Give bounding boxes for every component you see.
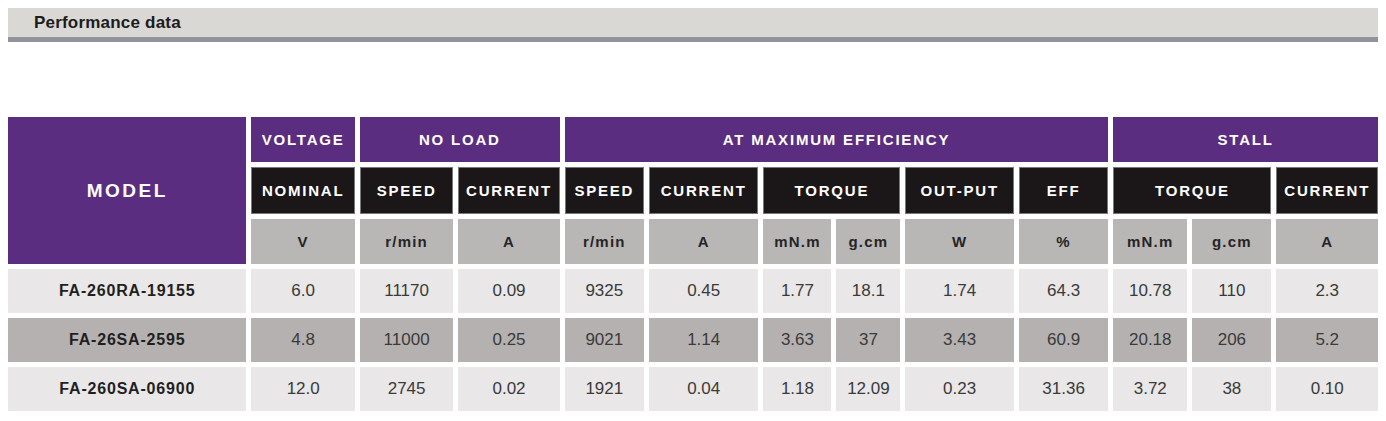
cell-model: FA-26SA-2595 [8, 318, 246, 362]
cell-value: 11000 [360, 318, 453, 362]
section-title-bar: Performance data [8, 8, 1378, 42]
cell-value: 20.18 [1113, 318, 1187, 362]
table-row: FA-260RA-19155 6.0 11170 0.09 9325 0.45 … [8, 269, 1378, 313]
subheader-nominal: NOMINAL [251, 167, 354, 214]
cell-value: 0.04 [649, 367, 759, 411]
cell-value: 18.1 [836, 269, 900, 313]
unit-maxeff-mnm: mN.m [763, 219, 831, 264]
subheader-stall-current: CURRENT [1276, 167, 1378, 214]
unit-maxeff-gcm: g.cm [836, 219, 900, 264]
cell-value: 4.8 [251, 318, 354, 362]
table-row: FA-26SA-2595 4.8 11000 0.25 9021 1.14 3.… [8, 318, 1378, 362]
cell-value: 9021 [565, 318, 644, 362]
subheader-output: OUT-PUT [905, 167, 1014, 214]
unit-stall-gcm: g.cm [1192, 219, 1271, 264]
cell-model: FA-260RA-19155 [8, 269, 246, 313]
cell-value: 11170 [360, 269, 453, 313]
header-group-max-efficiency: AT MAXIMUM EFFICIENCY [565, 117, 1108, 162]
cell-model: FA-260SA-06900 [8, 367, 246, 411]
cell-value: 0.02 [458, 367, 559, 411]
cell-value: 5.2 [1276, 318, 1378, 362]
unit-output-w: W [905, 219, 1014, 264]
cell-value: 0.45 [649, 269, 759, 313]
cell-value: 206 [1192, 318, 1271, 362]
unit-voltage-v: V [251, 219, 354, 264]
cell-value: 0.10 [1276, 367, 1378, 411]
cell-value: 0.09 [458, 269, 559, 313]
cell-value: 64.3 [1019, 269, 1108, 313]
unit-noload-rmin: r/min [360, 219, 453, 264]
subheader-eff: EFF [1019, 167, 1108, 214]
cell-value: 12.0 [251, 367, 354, 411]
cell-value: 9325 [565, 269, 644, 313]
header-group-row: MODEL VOLTAGE NO LOAD AT MAXIMUM EFFICIE… [8, 117, 1378, 162]
performance-table: MODEL VOLTAGE NO LOAD AT MAXIMUM EFFICIE… [3, 112, 1383, 416]
subheader-noload-current: CURRENT [458, 167, 559, 214]
table-row: FA-260SA-06900 12.0 2745 0.02 1921 0.04 … [8, 367, 1378, 411]
datasheet-performance-section: Performance data MODEL VOLTAGE NO LOAD A… [0, 0, 1386, 421]
cell-value: 3.63 [763, 318, 831, 362]
cell-value: 10.78 [1113, 269, 1187, 313]
cell-value: 1921 [565, 367, 644, 411]
subheader-maxeff-current: CURRENT [649, 167, 759, 214]
cell-value: 3.43 [905, 318, 1014, 362]
unit-maxeff-a: A [649, 219, 759, 264]
cell-value: 3.72 [1113, 367, 1187, 411]
cell-value: 1.18 [763, 367, 831, 411]
cell-value: 0.23 [905, 367, 1014, 411]
unit-noload-a: A [458, 219, 559, 264]
cell-value: 38 [1192, 367, 1271, 411]
cell-value: 110 [1192, 269, 1271, 313]
cell-value: 6.0 [251, 269, 354, 313]
unit-stall-mnm: mN.m [1113, 219, 1187, 264]
subheader-maxeff-speed: SPEED [565, 167, 644, 214]
cell-value: 1.74 [905, 269, 1014, 313]
cell-value: 0.25 [458, 318, 559, 362]
header-model: MODEL [8, 117, 246, 264]
cell-value: 31.36 [1019, 367, 1108, 411]
cell-value: 2.3 [1276, 269, 1378, 313]
cell-value: 60.9 [1019, 318, 1108, 362]
cell-value: 12.09 [836, 367, 900, 411]
subheader-stall-torque: TORQUE [1113, 167, 1271, 214]
header-group-stall: STALL [1113, 117, 1378, 162]
unit-eff-pct: % [1019, 219, 1108, 264]
cell-value: 1.14 [649, 318, 759, 362]
subheader-noload-speed: SPEED [360, 167, 453, 214]
subheader-maxeff-torque: TORQUE [763, 167, 900, 214]
section-title: Performance data [8, 8, 1378, 37]
header-group-voltage: VOLTAGE [251, 117, 354, 162]
unit-maxeff-rmin: r/min [565, 219, 644, 264]
cell-value: 37 [836, 318, 900, 362]
cell-value: 1.77 [763, 269, 831, 313]
header-group-no-load: NO LOAD [360, 117, 560, 162]
cell-value: 2745 [360, 367, 453, 411]
unit-stall-a: A [1276, 219, 1378, 264]
